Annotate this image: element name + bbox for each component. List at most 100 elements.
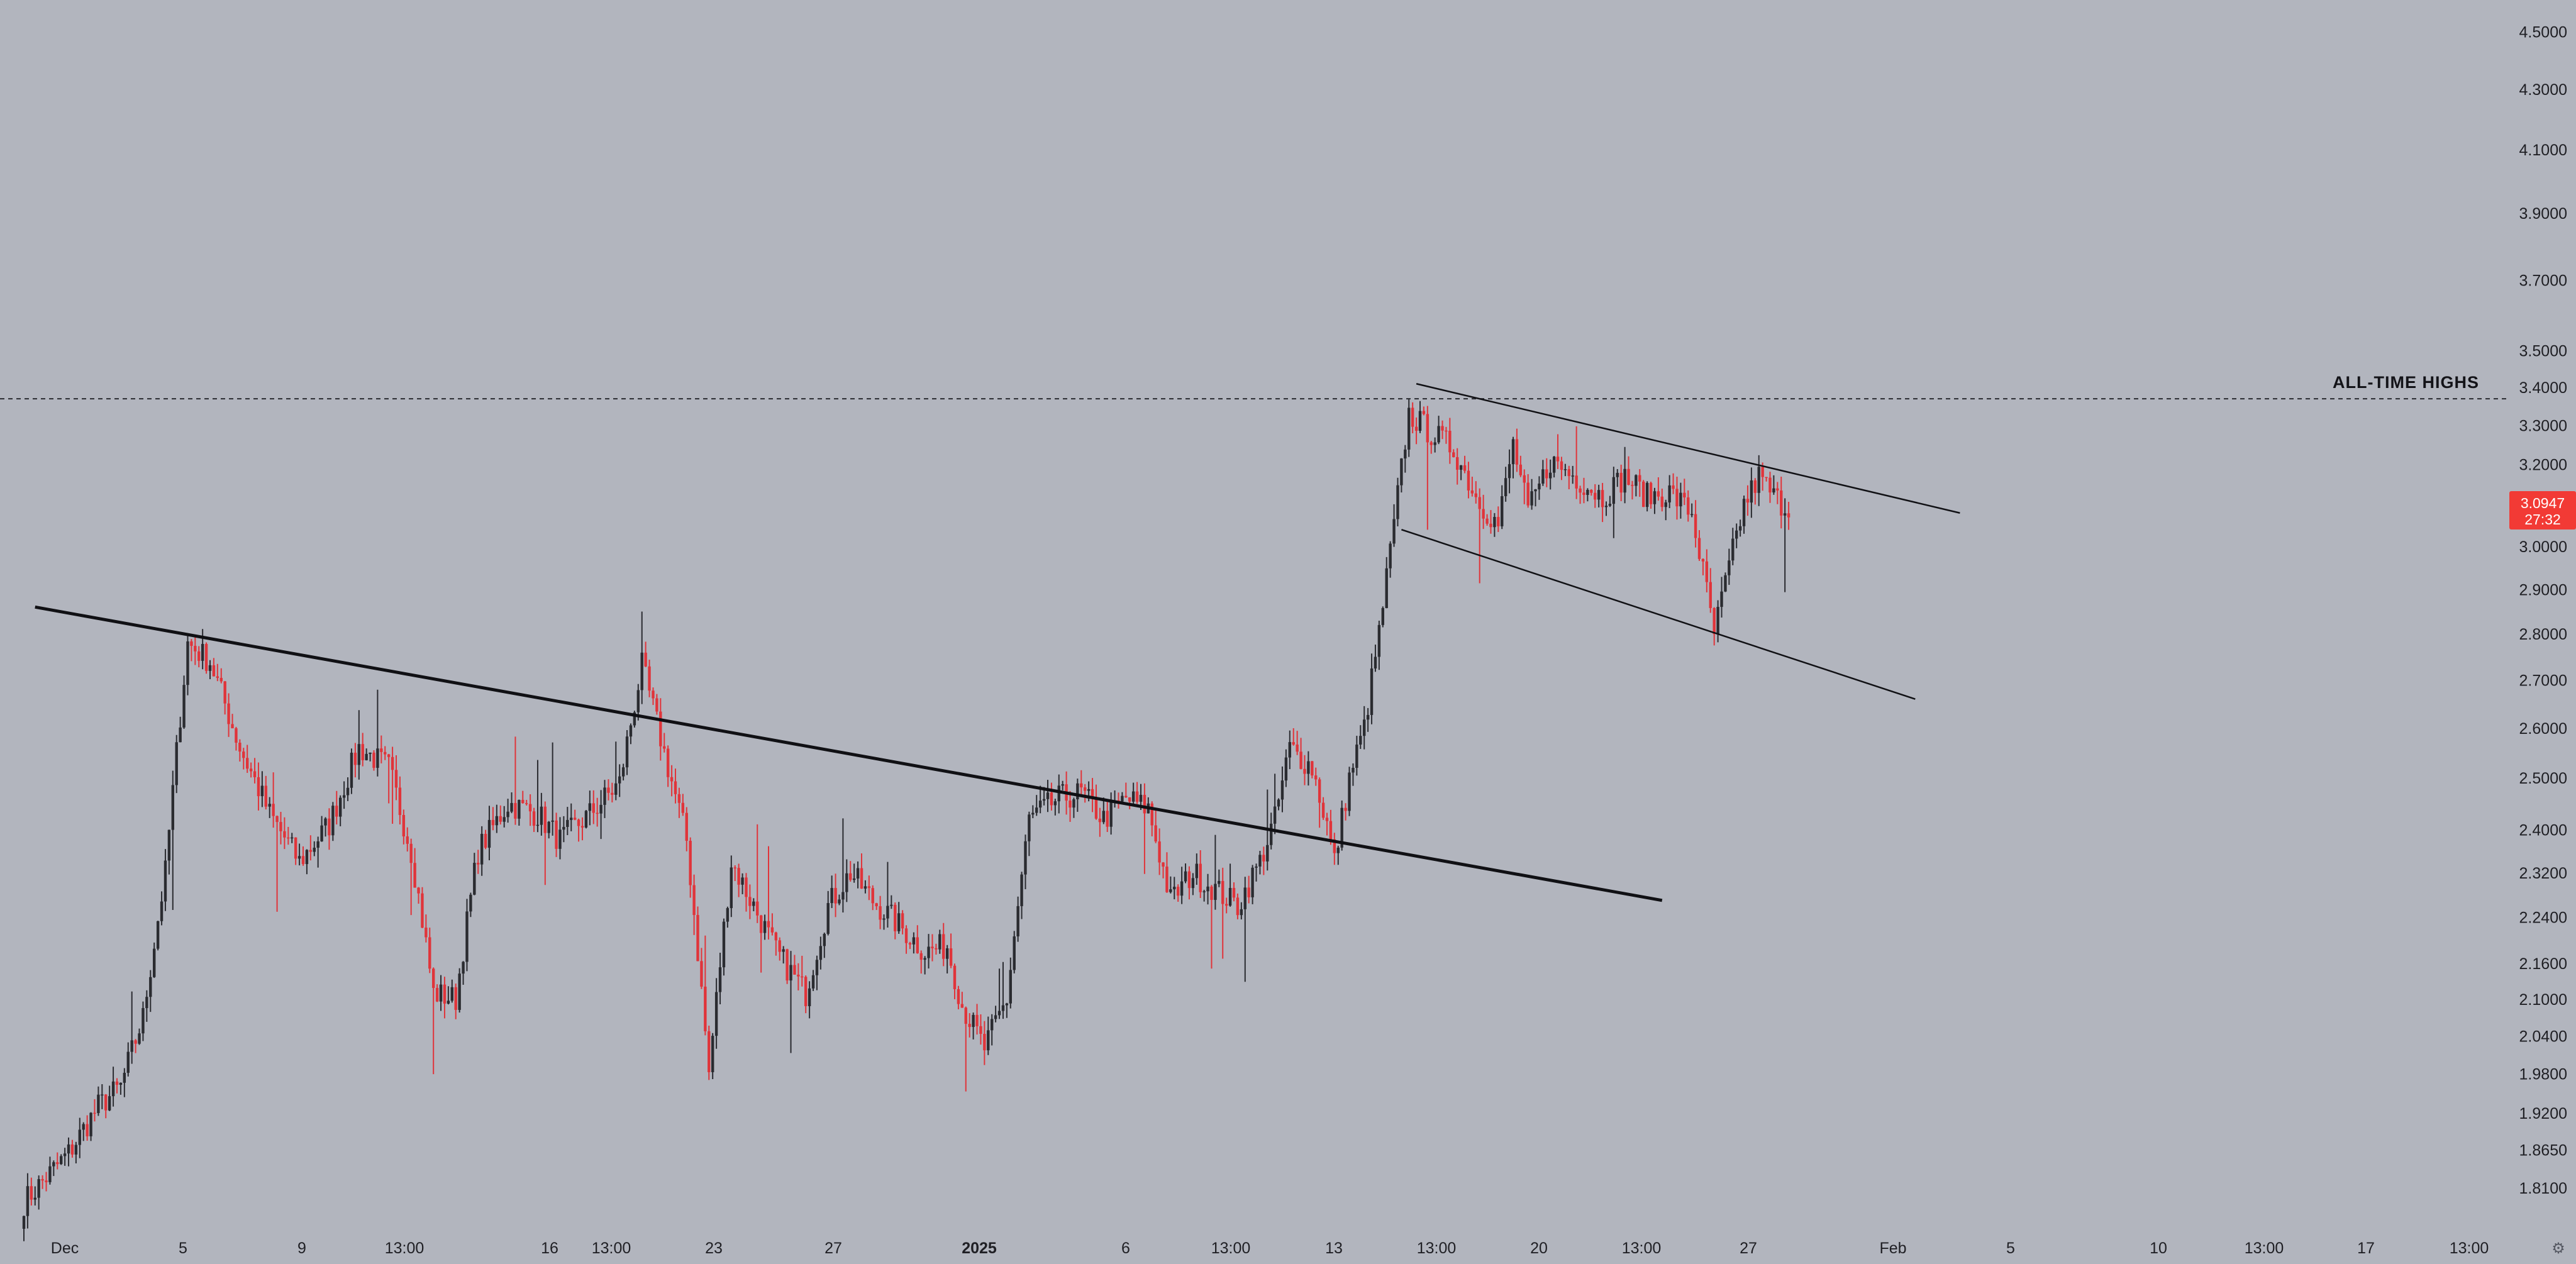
candle xyxy=(1660,488,1663,512)
candle-body xyxy=(577,819,580,826)
candle xyxy=(871,885,874,911)
candle xyxy=(1031,805,1035,819)
candle xyxy=(1463,455,1467,474)
candle-body xyxy=(555,820,558,849)
price-tick-label: 1.8650 xyxy=(2519,1142,2567,1160)
candle xyxy=(726,906,730,928)
candle-body xyxy=(718,967,722,992)
candle xyxy=(983,1021,986,1065)
candle-body xyxy=(1768,477,1772,493)
candle-body xyxy=(1336,847,1340,853)
candle xyxy=(1106,801,1109,832)
time-tick-label: 23 xyxy=(705,1239,723,1257)
candle xyxy=(1038,785,1042,814)
candle-body xyxy=(972,1014,975,1028)
candle-body xyxy=(819,946,823,960)
candle xyxy=(547,821,550,839)
candle xyxy=(149,970,152,1012)
candle-body xyxy=(1143,794,1146,814)
candle xyxy=(689,837,692,898)
candle xyxy=(1173,877,1176,900)
candle-body xyxy=(1635,475,1638,486)
candle-body xyxy=(506,811,509,818)
candle xyxy=(644,641,647,667)
candle xyxy=(614,741,618,801)
time-axis[interactable]: Dec 5 9 13:00 16 13:00 23 27 2025 6 13:00 13 13:00 20… xyxy=(51,1239,2489,1257)
candle-body xyxy=(1389,543,1392,568)
candle xyxy=(1024,834,1027,889)
candle xyxy=(1414,417,1418,445)
candle xyxy=(320,816,323,842)
candle-body xyxy=(435,988,439,1002)
candle xyxy=(1389,541,1392,578)
candle-body xyxy=(257,777,260,797)
candle xyxy=(1672,473,1675,494)
candle xyxy=(454,984,457,1019)
candle xyxy=(1586,488,1589,502)
candle xyxy=(714,978,718,1049)
channel-trendline[interactable] xyxy=(1401,528,1916,700)
candle-body xyxy=(1009,970,1012,1004)
candle-body xyxy=(487,819,491,848)
descending-trendline[interactable] xyxy=(35,605,1663,902)
candle-body xyxy=(648,666,651,691)
candle-body xyxy=(1418,411,1422,431)
gear-icon[interactable]: ⚙ xyxy=(2551,1239,2565,1257)
candle xyxy=(231,714,234,729)
channel-trendline[interactable] xyxy=(1416,383,1960,514)
candle-body xyxy=(681,802,685,813)
candle xyxy=(1426,406,1430,530)
candle-body xyxy=(346,787,350,796)
candle xyxy=(1724,572,1727,592)
candle xyxy=(156,921,160,951)
candle-body xyxy=(979,1026,982,1034)
price-axis[interactable]: 4.5000 4.3000 4.1000 3.9000 3.7000 3.5000 3.40… xyxy=(2519,23,2567,1197)
candle xyxy=(1642,480,1645,507)
candle xyxy=(975,1004,979,1035)
candle-body xyxy=(867,886,871,889)
candle xyxy=(1374,645,1377,672)
candle-body xyxy=(1135,791,1139,802)
candle xyxy=(1601,482,1604,523)
candle xyxy=(238,739,242,762)
candle xyxy=(1404,445,1407,473)
candle xyxy=(86,1115,89,1141)
candle xyxy=(1489,510,1492,534)
candle-body xyxy=(722,921,726,968)
candle-body xyxy=(1534,489,1537,492)
candle-body xyxy=(640,652,643,690)
candle xyxy=(510,792,513,814)
candle xyxy=(677,787,681,818)
candle-body xyxy=(1448,431,1452,453)
candle xyxy=(1218,869,1221,887)
candle xyxy=(283,817,286,850)
candle-body xyxy=(1538,483,1541,490)
candle-body xyxy=(759,915,763,933)
candle xyxy=(1437,416,1440,445)
candle xyxy=(1709,568,1712,613)
candle xyxy=(1143,783,1146,874)
candle xyxy=(838,894,841,906)
price-tick-label: 2.1600 xyxy=(2519,955,2567,973)
candle-body xyxy=(1352,767,1355,773)
candle xyxy=(1701,558,1705,575)
candle xyxy=(756,824,759,923)
candle xyxy=(1485,514,1489,526)
candle xyxy=(1507,449,1511,494)
candle-body xyxy=(1202,891,1206,892)
candle-body xyxy=(1091,789,1094,799)
candle-body xyxy=(945,948,949,959)
candle-body xyxy=(1445,430,1448,432)
candle xyxy=(74,1141,78,1164)
candle-body xyxy=(1016,906,1019,937)
candle xyxy=(1273,773,1277,834)
last-price-tag-bg xyxy=(2509,491,2576,529)
candlestick-series xyxy=(22,398,1790,1241)
drawings-layer[interactable] xyxy=(0,383,2509,902)
candle xyxy=(1705,549,1709,592)
candle xyxy=(409,838,413,916)
candle-body xyxy=(1705,561,1709,582)
candle-body xyxy=(1433,442,1436,445)
candle-body xyxy=(30,1186,33,1200)
